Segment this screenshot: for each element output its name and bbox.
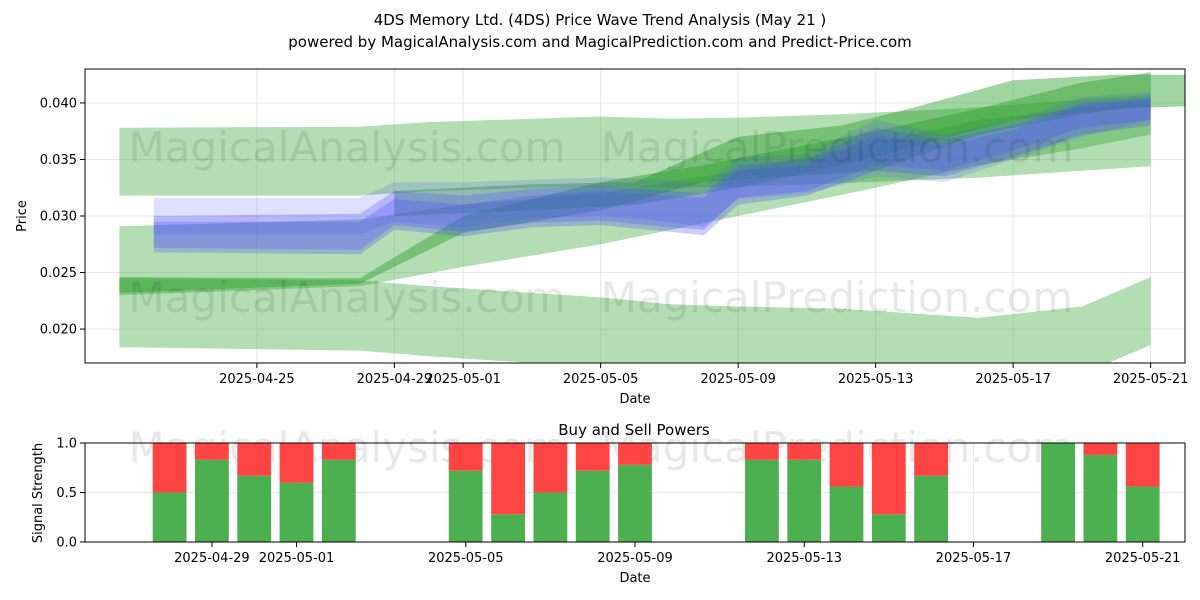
price-y-tick-label: 0.035 xyxy=(40,153,77,168)
sell-bar xyxy=(448,443,483,471)
signal-y-ticks: 0.0 0.5 1.0 xyxy=(56,437,85,551)
blue-band xyxy=(153,97,1151,255)
sell-bar xyxy=(491,443,525,515)
price-grid xyxy=(85,69,1185,363)
sell-bar xyxy=(829,443,864,487)
buy-bar xyxy=(1125,486,1160,542)
price-x-axis-label: Date xyxy=(619,392,650,407)
sell-bar xyxy=(533,443,568,493)
blue-wave-bands xyxy=(153,91,1151,255)
buy-bar xyxy=(152,492,187,542)
signal-x-tick-label: 2025-05-01 xyxy=(259,551,335,566)
price-y-tick-label: 0.025 xyxy=(40,266,77,281)
green-band xyxy=(119,72,1151,293)
green-band xyxy=(119,95,1151,196)
sell-bar xyxy=(152,443,187,493)
price-y-tick-label: 0.040 xyxy=(40,96,77,111)
signal-x-tick-label: 2025-05-09 xyxy=(597,551,673,566)
buy-bar xyxy=(575,470,610,542)
buy-bar xyxy=(745,459,779,542)
sell-bar xyxy=(745,443,779,460)
price-y-tick-label: 0.030 xyxy=(40,210,77,225)
signal-x-tick-label: 2025-05-17 xyxy=(936,551,1012,566)
buy-bar xyxy=(914,475,948,542)
sell-bar xyxy=(914,443,948,476)
green-band xyxy=(119,102,1151,296)
price-x-tick-label: 2025-05-09 xyxy=(700,372,776,387)
sell-bar xyxy=(1083,443,1118,455)
buy-bar xyxy=(279,482,314,542)
price-x-tick-label: 2025-05-21 xyxy=(1113,372,1189,387)
price-y-ticks: 0.020 0.025 0.030 0.035 0.040 xyxy=(40,96,85,338)
signal-y-tick-label: 0.0 xyxy=(56,536,77,551)
buy-bar xyxy=(787,459,822,542)
price-x-tick-label: 2025-04-25 xyxy=(219,372,295,387)
sell-bar xyxy=(237,443,272,476)
price-x-tick-label: 2025-05-05 xyxy=(563,372,639,387)
price-x-tick-label: 2025-05-13 xyxy=(838,372,914,387)
buy-bar xyxy=(871,514,906,542)
signal-y-tick-label: 0.5 xyxy=(56,486,77,501)
sell-bar xyxy=(279,443,314,483)
blue-band xyxy=(153,91,1151,235)
signal-panel: Buy and Sell Powers MagicalAnalysis.com … xyxy=(31,421,1186,586)
price-x-tick-label: 2025-04-29 xyxy=(357,372,433,387)
blue-band xyxy=(153,99,1151,250)
watermark-4: MagicalPrediction.com xyxy=(601,273,1074,322)
signal-x-ticks: 2025-04-29 2025-05-01 2025-05-05 2025-05-09… xyxy=(174,542,1180,566)
watermark-1: MagicalAnalysis.com xyxy=(129,123,566,172)
price-panel: MagicalAnalysis.com MagicalPrediction.co… xyxy=(15,68,1188,407)
watermark-2: MagicalPrediction.com xyxy=(601,123,1074,172)
signal-x-axis-label: Date xyxy=(619,571,650,586)
signal-x-tick-label: 2025-04-29 xyxy=(174,551,250,566)
buy-bar xyxy=(195,459,229,542)
green-band xyxy=(394,74,1185,216)
price-y-axis-label: Price xyxy=(15,200,30,232)
green-band xyxy=(119,277,1151,363)
buy-bar xyxy=(237,475,272,542)
sell-bar xyxy=(195,443,229,460)
buy-bar xyxy=(1083,454,1118,542)
price-x-tick-label: 2025-05-01 xyxy=(425,372,501,387)
watermark-3: MagicalAnalysis.com xyxy=(129,273,566,322)
signal-x-tick-label: 2025-05-13 xyxy=(766,551,842,566)
sell-bar xyxy=(618,443,652,465)
signal-x-tick-label: 2025-05-05 xyxy=(428,551,504,566)
green-wave-bands xyxy=(119,72,1185,363)
price-x-tick-label: 2025-05-17 xyxy=(975,372,1051,387)
buy-bar xyxy=(491,514,525,542)
sell-bar xyxy=(575,443,610,471)
buy-bar xyxy=(618,464,652,542)
signal-y-tick-label: 1.0 xyxy=(56,437,77,452)
buy-bar xyxy=(533,492,568,542)
chart-title: 4DS Memory Ltd. (4DS) Price Wave Trend A… xyxy=(374,11,827,29)
sell-bar xyxy=(871,443,906,515)
signal-x-tick-label: 2025-05-21 xyxy=(1105,551,1181,566)
buy-bar xyxy=(448,470,483,542)
signal-panel-title: Buy and Sell Powers xyxy=(558,421,710,439)
sell-bar xyxy=(1125,443,1160,487)
signal-y-axis-label: Signal Strength xyxy=(31,443,46,543)
signal-bars xyxy=(152,443,1160,542)
price-y-tick-label: 0.020 xyxy=(40,323,77,338)
sell-bar xyxy=(321,443,356,460)
chart-subtitle: powered by MagicalAnalysis.com and Magic… xyxy=(288,33,912,51)
sell-bar xyxy=(787,443,822,460)
buy-bar xyxy=(829,486,864,542)
buy-bar xyxy=(321,459,356,542)
buy-bar xyxy=(1041,443,1075,542)
